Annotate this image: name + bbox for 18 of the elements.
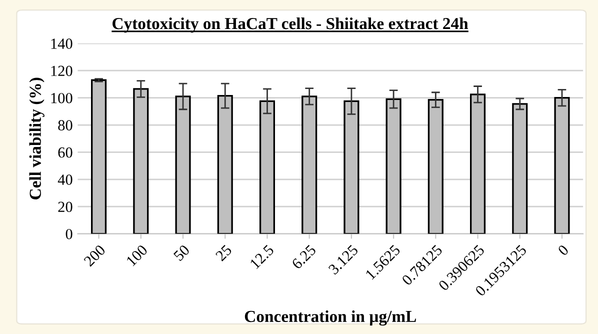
x-tick-label: 50: [173, 244, 190, 262]
y-tick-label: 100: [51, 92, 72, 104]
y-tick-label: 40: [58, 174, 72, 185]
x-axis-title: Concentration in µg/mL: [244, 310, 416, 326]
y-tick-label: 60: [58, 147, 72, 158]
y-tick-label: 0: [66, 228, 72, 240]
y-tick-label: 20: [58, 202, 72, 212]
y-tick-label: 120: [51, 66, 72, 76]
y-tick-label: 140: [51, 38, 72, 49]
x-tick-label: 100: [126, 244, 148, 266]
x-tick-label: 0: [557, 244, 570, 256]
x-tick-label: 200: [83, 244, 106, 267]
x-tick-label: 12.5: [250, 244, 274, 270]
y-axis-title: Cell viability (%): [29, 78, 44, 200]
y-tick-label: 80: [58, 120, 72, 130]
chart-title: Cytotoxicity on HaCaT cells - Shiitake extract 24h: [112, 17, 468, 33]
x-tick-label: 25: [215, 244, 232, 262]
x-tick-label: 6.25: [291, 244, 317, 270]
